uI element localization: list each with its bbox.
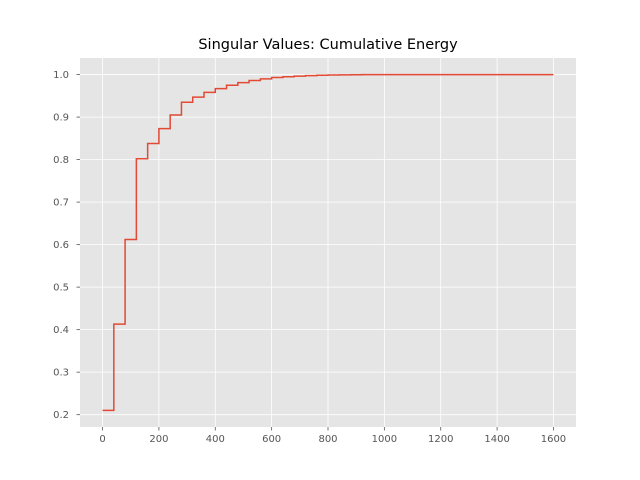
x-tick-label: 1600 <box>541 434 566 445</box>
series-line <box>102 73 554 412</box>
y-tick-label: 0.4 <box>53 325 69 336</box>
x-tick-label: 1200 <box>428 434 453 445</box>
x-tick-label: 0 <box>99 434 105 445</box>
chart-title: Singular Values: Cumulative Energy <box>198 37 458 53</box>
y-tick-label: 0.5 <box>53 283 69 294</box>
y-tick-label: 0.2 <box>53 410 69 421</box>
axis-ticks: 0 200 400 600 800 1000 1200 1400 1600 0.2 0.3 0.4 0.… <box>53 70 566 445</box>
y-tick-label: 0.7 <box>53 198 69 209</box>
x-tick-label: 1000 <box>372 434 397 445</box>
y-tick-label: 0.8 <box>53 155 69 166</box>
series-layer <box>102 73 554 412</box>
y-tick-label: 0.3 <box>53 368 69 379</box>
grid <box>80 58 576 427</box>
y-tick-label: 1.0 <box>53 70 69 81</box>
x-tick-label: 400 <box>206 434 225 445</box>
x-tick-label: 200 <box>149 434 168 445</box>
y-tick-label: 0.9 <box>53 113 69 124</box>
y-tick-label: 0.6 <box>53 240 69 251</box>
x-tick-label: 1400 <box>484 434 509 445</box>
x-tick-label: 800 <box>318 434 337 445</box>
x-tick-label: 600 <box>262 434 281 445</box>
